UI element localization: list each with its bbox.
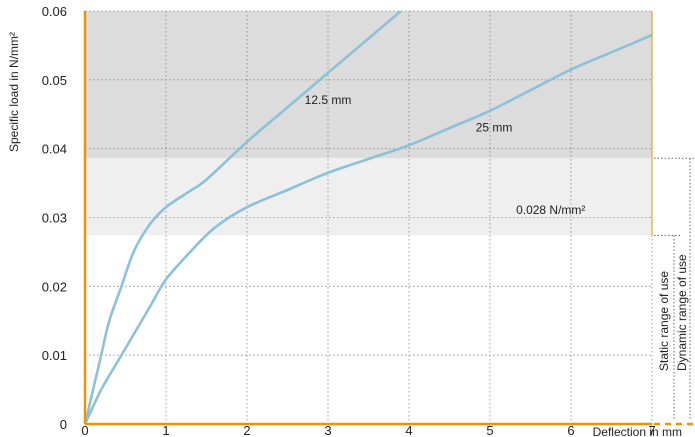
x-tick-label-2: 2 bbox=[243, 423, 250, 437]
curves bbox=[85, 11, 652, 424]
y-tick-label-0.03: 0.03 bbox=[42, 211, 67, 226]
annotation-1: 12.5 mm bbox=[305, 93, 352, 107]
grid-lines bbox=[85, 10, 653, 424]
x-axis-label: Deflection in mm bbox=[593, 425, 682, 437]
x-tick-label-4: 4 bbox=[405, 423, 412, 437]
y-tick-label-0.02: 0.02 bbox=[42, 279, 67, 294]
static-range-label: Static range of use bbox=[657, 271, 671, 371]
x-tick-label-6: 6 bbox=[567, 423, 574, 437]
annotation-3: 0.028 N/mm² bbox=[516, 203, 585, 217]
load-range-bands bbox=[85, 11, 652, 236]
y-tick-label-0.05: 0.05 bbox=[42, 73, 67, 88]
y-tick-label-0.01: 0.01 bbox=[42, 348, 67, 363]
y-axis-label: Specific load in N/mm² bbox=[7, 32, 21, 152]
load-band-2 bbox=[85, 158, 652, 236]
series-line-25mm bbox=[85, 33, 652, 424]
x-tick-label-1: 1 bbox=[162, 423, 169, 437]
load-band-1 bbox=[85, 11, 652, 159]
series-line-12-5mm bbox=[85, 11, 403, 424]
x-tick-label-3: 3 bbox=[324, 423, 331, 437]
y-tick-label-0: 0 bbox=[60, 417, 67, 432]
y-tick-label-0.06: 0.06 bbox=[42, 4, 67, 19]
x-tick-label-5: 5 bbox=[486, 423, 493, 437]
annotation-2: 25 mm bbox=[476, 120, 513, 134]
x-tick-label-0: 0 bbox=[81, 423, 88, 437]
x-tick-label-7: 7 bbox=[648, 423, 655, 437]
y-tick-label-0.04: 0.04 bbox=[42, 142, 67, 157]
dynamic-range-label: Dynamic range of use bbox=[675, 254, 689, 371]
annotations: 12.5 mm 25 mm 0.028 N/mm² bbox=[305, 93, 586, 217]
tick-labels: 0 1 2 3 4 5 6 7 0 0.01 0.02 0.03 0.04 0.05 0.06 bbox=[42, 4, 656, 437]
axes bbox=[83, 11, 694, 426]
range-indicators: Static range of use Dynamic range of use bbox=[654, 157, 694, 420]
